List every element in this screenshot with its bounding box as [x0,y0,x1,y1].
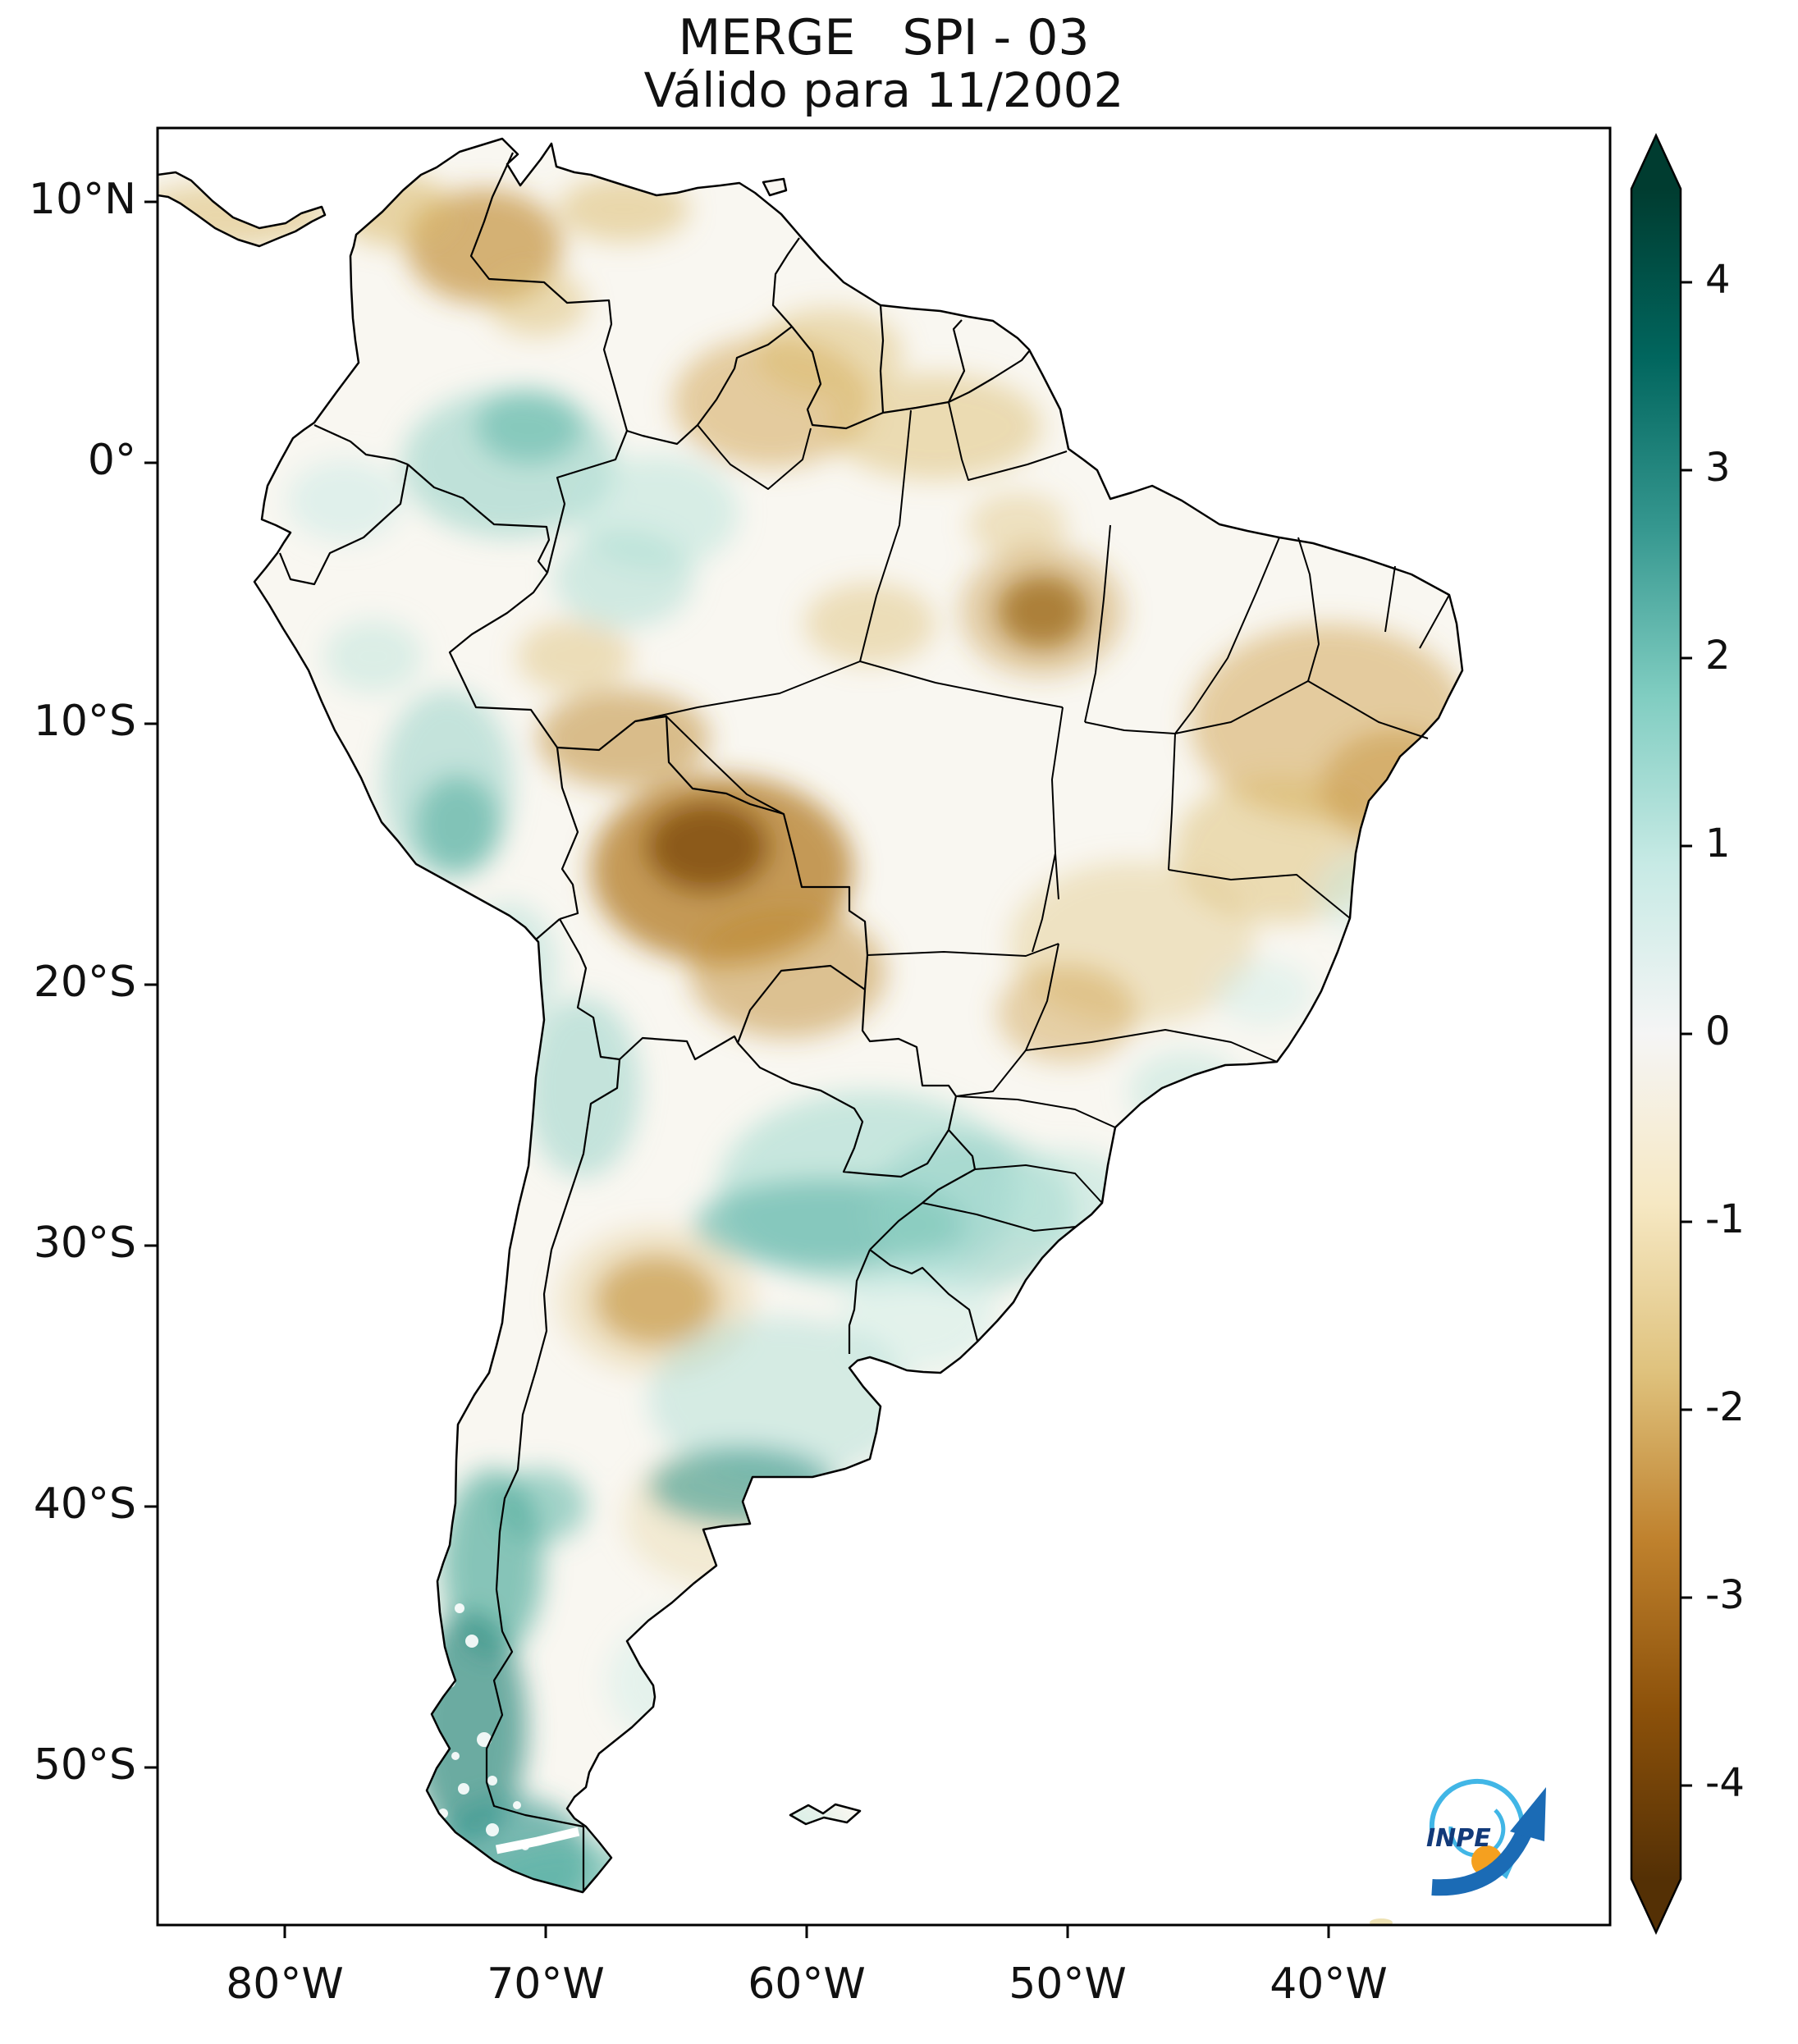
coastline [158,137,1464,1894]
colorbar-ticks [1681,281,1692,1787]
cbar-tick-label: 1 [1705,821,1731,867]
cbar-tick-label: -1 [1705,1196,1745,1242]
lon-tick-label: 80°W [226,1959,344,2009]
colorbar: 4 3 2 1 0 -1 -2 -3 -4 [1630,133,1745,1935]
cbar-tick-label: 0 [1705,1008,1731,1054]
cbar-tick-label: 4 [1705,257,1731,303]
lon-tick-label: 70°W [487,1959,605,2009]
logo-text: INPE [1426,1824,1491,1853]
spi-raster [158,139,1462,1892]
cbar-tick-label: -4 [1705,1760,1745,1806]
y-axis-labels: 10°N 0° 10°S 20°S 30°S 40°S 50°S [29,175,136,1790]
lat-tick-label: 40°S [34,1479,136,1529]
y-axis-ticks [144,200,158,1769]
magellan-strait [495,1827,580,1854]
logo-arrow [1431,1820,1536,1896]
map-area: INPE [158,137,1546,1925]
spi-color-field [158,172,1462,1892]
lat-tick-label: 30°S [34,1219,136,1268]
lat-tick-label: 20°S [34,958,136,1007]
country-borders [278,152,1030,1892]
cbar-tick-label: -2 [1705,1384,1745,1430]
logo-arrowhead-icon [1510,1787,1546,1841]
x-axis-ticks [283,1925,1330,1938]
noise-artifact [1370,1918,1393,1925]
lat-tick-label: 10°N [29,175,136,224]
lon-tick-label: 60°W [748,1959,866,2009]
cbar-tick-label: 2 [1705,633,1731,679]
cbar-tick-label: 3 [1705,445,1731,491]
map-title: MERGE SPI - 03 [678,9,1089,66]
colorbar-gradient [1630,133,1682,1935]
colorbar-labels: 4 3 2 1 0 -1 -2 -3 -4 [1705,257,1745,1806]
state-borders [634,401,1450,1232]
map-subtitle: Válido para 11/2002 [644,62,1124,118]
lon-tick-label: 40°W [1270,1959,1388,2009]
lat-tick-label: 0° [88,436,136,485]
x-axis-labels: 80°W 70°W 60°W 50°W 40°W [226,1959,1388,2009]
inpe-logo: INPE [1426,1779,1546,1896]
lat-tick-label: 50°S [34,1740,136,1790]
cbar-tick-label: -3 [1705,1572,1745,1618]
lat-tick-label: 10°S [34,697,136,746]
map-frame [156,126,1612,1927]
lon-tick-label: 50°W [1009,1959,1127,2009]
